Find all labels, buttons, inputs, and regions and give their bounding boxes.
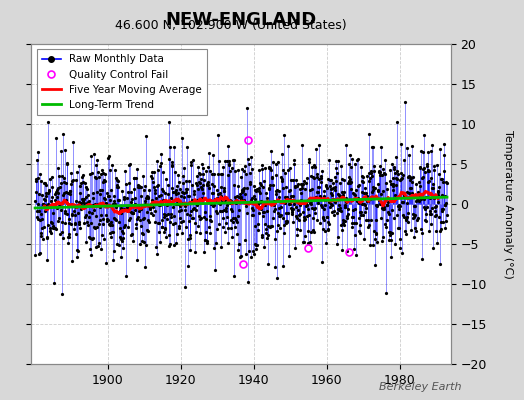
- Y-axis label: Temperature Anomaly (°C): Temperature Anomaly (°C): [504, 130, 514, 278]
- Text: 46.600 N, 102.900 W (United States): 46.600 N, 102.900 W (United States): [115, 20, 346, 32]
- Legend: Raw Monthly Data, Quality Control Fail, Five Year Moving Average, Long-Term Tren: Raw Monthly Data, Quality Control Fail, …: [37, 49, 207, 115]
- Title: NEW-ENGLAND: NEW-ENGLAND: [166, 10, 316, 28]
- Text: Berkeley Earth: Berkeley Earth: [379, 382, 461, 392]
